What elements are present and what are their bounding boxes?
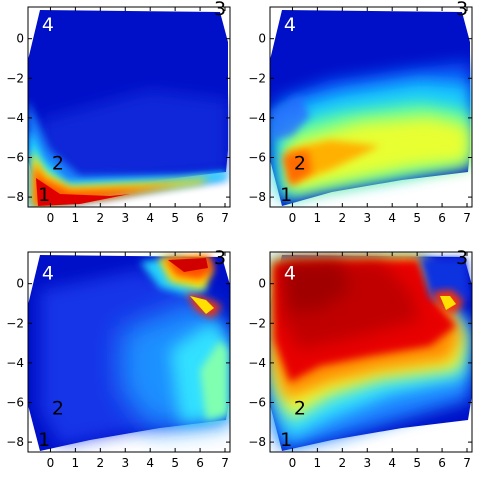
x-tick-label: 3 — [121, 456, 129, 470]
y-tick-label: −8 — [6, 435, 24, 449]
x-tick-label: 0 — [47, 456, 55, 470]
x-tick-label: 5 — [171, 456, 179, 470]
y-tick-label: −8 — [248, 435, 266, 449]
y-tick-label: −6 — [248, 150, 266, 164]
x-tick-label: 1 — [314, 211, 322, 225]
x-tick-label: 0 — [289, 456, 297, 470]
x-tick-label: 7 — [463, 456, 471, 470]
y-tick-label: −8 — [6, 190, 24, 204]
y-tick-label: 0 — [258, 277, 266, 291]
site-label-4: 4 — [284, 14, 296, 36]
plot-frame — [269, 251, 473, 453]
x-tick-label: 2 — [97, 456, 105, 470]
x-tick-label: 3 — [121, 211, 129, 225]
x-tick-label: 2 — [97, 211, 105, 225]
site-label-4: 4 — [284, 263, 296, 285]
site-label-1: 1 — [38, 429, 50, 451]
y-tick-label: −4 — [248, 111, 266, 125]
site-label-3: 3 — [456, 247, 468, 269]
y-tick-label: −4 — [6, 356, 24, 370]
y-tick-label: −4 — [248, 356, 266, 370]
y-tick-label: −2 — [248, 316, 266, 330]
y-tick-label: −2 — [6, 71, 24, 85]
site-label-3: 3 — [456, 0, 468, 20]
x-tick-label: 7 — [221, 456, 229, 470]
y-tick-label: −2 — [6, 316, 24, 330]
x-tick-label: 4 — [388, 456, 396, 470]
x-tick-label: 0 — [289, 211, 297, 225]
panel-top-left-field — [28, 10, 228, 206]
y-tick-label: −6 — [6, 395, 24, 409]
x-tick-label: 5 — [413, 211, 421, 225]
x-tick-label: 6 — [438, 211, 446, 225]
x-tick-label: 7 — [463, 211, 471, 225]
site-label-2: 2 — [294, 152, 306, 174]
x-tick-label: 1 — [72, 211, 80, 225]
plot-frame — [27, 6, 231, 208]
x-tick-label: 2 — [339, 211, 347, 225]
panel-bottom-right-field — [270, 255, 472, 451]
plot-frame — [27, 251, 231, 453]
x-tick-label: 6 — [196, 456, 204, 470]
site-label-1: 1 — [280, 429, 292, 451]
y-tick-label: 0 — [16, 32, 24, 46]
panel-bottom-left-field — [28, 255, 230, 451]
x-tick-label: 4 — [388, 211, 396, 225]
y-tick-label: −6 — [248, 395, 266, 409]
y-tick-label: −8 — [248, 190, 266, 204]
x-tick-label: 3 — [363, 211, 371, 225]
panel-top-right-field — [270, 10, 470, 206]
x-tick-label: 5 — [413, 456, 421, 470]
y-tick-label: −2 — [248, 71, 266, 85]
x-tick-label: 6 — [438, 456, 446, 470]
site-label-4: 4 — [42, 263, 54, 285]
site-label-3: 3 — [214, 0, 226, 20]
y-tick-label: −4 — [6, 111, 24, 125]
site-label-4: 4 — [42, 14, 54, 36]
y-tick-label: −6 — [6, 150, 24, 164]
x-tick-label: 1 — [72, 456, 80, 470]
site-label-1: 1 — [38, 184, 50, 206]
x-tick-label: 0 — [47, 211, 55, 225]
site-label-2: 2 — [294, 397, 306, 419]
site-label-2: 2 — [52, 152, 64, 174]
x-tick-label: 1 — [314, 456, 322, 470]
x-tick-label: 5 — [171, 211, 179, 225]
y-tick-label: 0 — [258, 32, 266, 46]
x-tick-label: 4 — [146, 211, 154, 225]
plot-frame — [269, 6, 473, 208]
y-tick-label: 0 — [16, 277, 24, 291]
x-tick-label: 6 — [196, 211, 204, 225]
x-tick-label: 3 — [363, 456, 371, 470]
site-label-3: 3 — [214, 247, 226, 269]
site-label-1: 1 — [280, 184, 292, 206]
site-label-2: 2 — [52, 397, 64, 419]
x-tick-label: 4 — [146, 456, 154, 470]
x-tick-label: 2 — [339, 456, 347, 470]
x-tick-label: 7 — [221, 211, 229, 225]
